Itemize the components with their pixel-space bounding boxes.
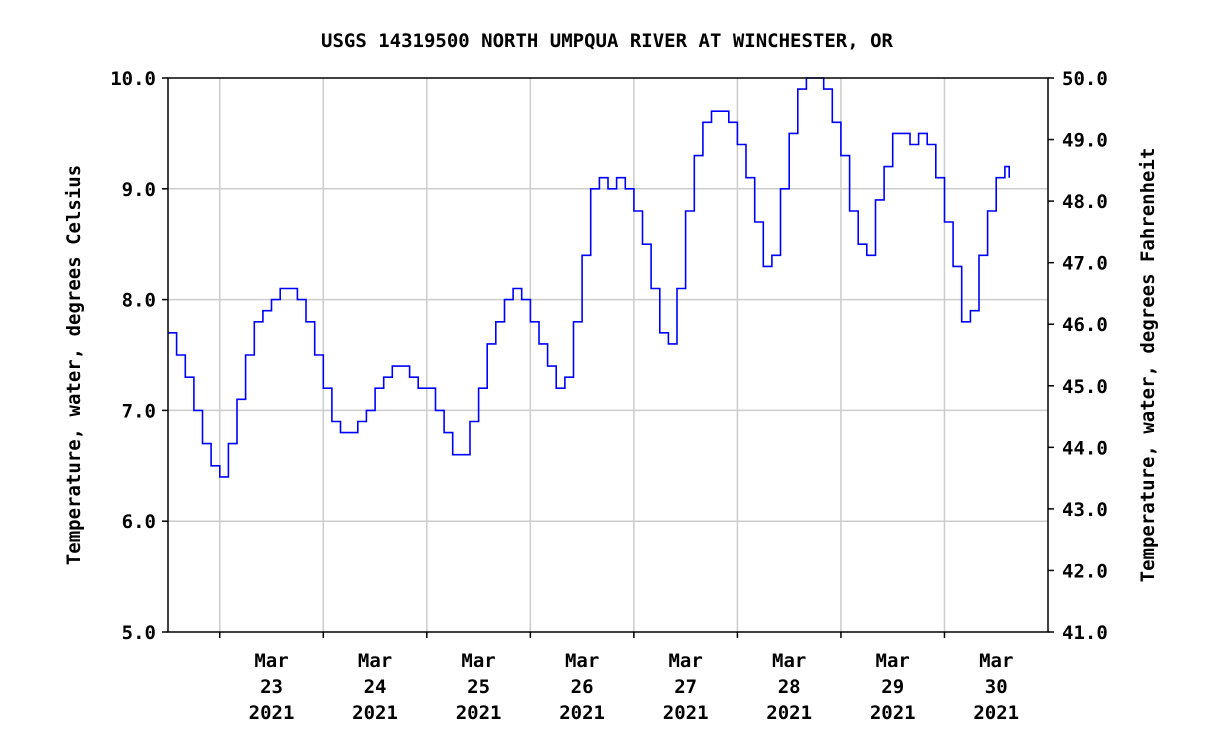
- y2-tick-label: 49.0: [1062, 130, 1108, 152]
- y2-tick-label: 45.0: [1062, 376, 1108, 398]
- x-axis: Mar 23 2021 Mar 24 2021 Mar 25 2021 Mar 26 2021 Mar 2…: [219, 632, 1019, 724]
- x-tick-month: Mar: [461, 650, 495, 672]
- y-tick-label: 10.0: [110, 68, 156, 90]
- y-tick-label: 5.0: [122, 622, 156, 644]
- y-axis-right-label: Temperature, water, degrees Fahrenheit: [1137, 148, 1159, 583]
- x-tick-day: 24: [364, 676, 387, 698]
- y-axis-left-label: Temperature, water, degrees Celsius: [63, 165, 85, 565]
- y-tick-label: 9.0: [122, 179, 156, 201]
- x-tick-day: 30: [985, 676, 1008, 698]
- y2-tick-label: 43.0: [1062, 499, 1108, 521]
- y2-tick-label: 41.0: [1062, 622, 1108, 644]
- x-tick-year: 2021: [352, 702, 398, 724]
- y2-tick-label: 46.0: [1062, 314, 1108, 336]
- y2-tick-label: 48.0: [1062, 191, 1108, 213]
- plot-frame: [167, 77, 1049, 633]
- x-tick-month: Mar: [876, 650, 910, 672]
- x-tick-month: Mar: [668, 650, 702, 672]
- chart-title: USGS 14319500 NORTH UMPQUA RIVER AT WINC…: [321, 30, 894, 52]
- x-tick-year: 2021: [663, 702, 709, 724]
- x-tick-month: Mar: [254, 650, 288, 672]
- y-tick-label: 8.0: [122, 290, 156, 312]
- x-tick-year: 2021: [559, 702, 605, 724]
- y2-tick-label: 47.0: [1062, 253, 1108, 275]
- x-tick-day: 28: [778, 676, 801, 698]
- x-tick-day: 25: [467, 676, 490, 698]
- x-tick-year: 2021: [766, 702, 812, 724]
- x-tick-year: 2021: [456, 702, 502, 724]
- x-tick-year: 2021: [870, 702, 916, 724]
- x-tick-day: 26: [571, 676, 594, 698]
- x-tick-month: Mar: [979, 650, 1013, 672]
- y-tick-label: 7.0: [122, 400, 156, 422]
- y2-tick-label: 42.0: [1062, 560, 1108, 582]
- x-tick-month: Mar: [565, 650, 599, 672]
- x-tick-month: Mar: [358, 650, 392, 672]
- grid: [168, 78, 1048, 632]
- x-tick-year: 2021: [249, 702, 295, 724]
- y2-tick-label: 50.0: [1062, 68, 1108, 90]
- series-line: [168, 77, 1010, 478]
- series-line-layer: [168, 77, 1010, 478]
- x-tick-day: 29: [881, 676, 904, 698]
- x-tick-day: 27: [674, 676, 697, 698]
- x-tick-year: 2021: [973, 702, 1019, 724]
- y-tick-label: 6.0: [122, 511, 156, 533]
- x-tick-day: 23: [260, 676, 283, 698]
- y2-tick-label: 44.0: [1062, 437, 1108, 459]
- y-axis-right: 50.0 49.0 48.0 47.0 46.0 45.0 44.0 43.0 42.0 41.0: [1048, 68, 1108, 644]
- x-tick-month: Mar: [772, 650, 806, 672]
- y-axis-left: 10.0 9.0 8.0 7.0 6.0 5.0: [110, 68, 168, 644]
